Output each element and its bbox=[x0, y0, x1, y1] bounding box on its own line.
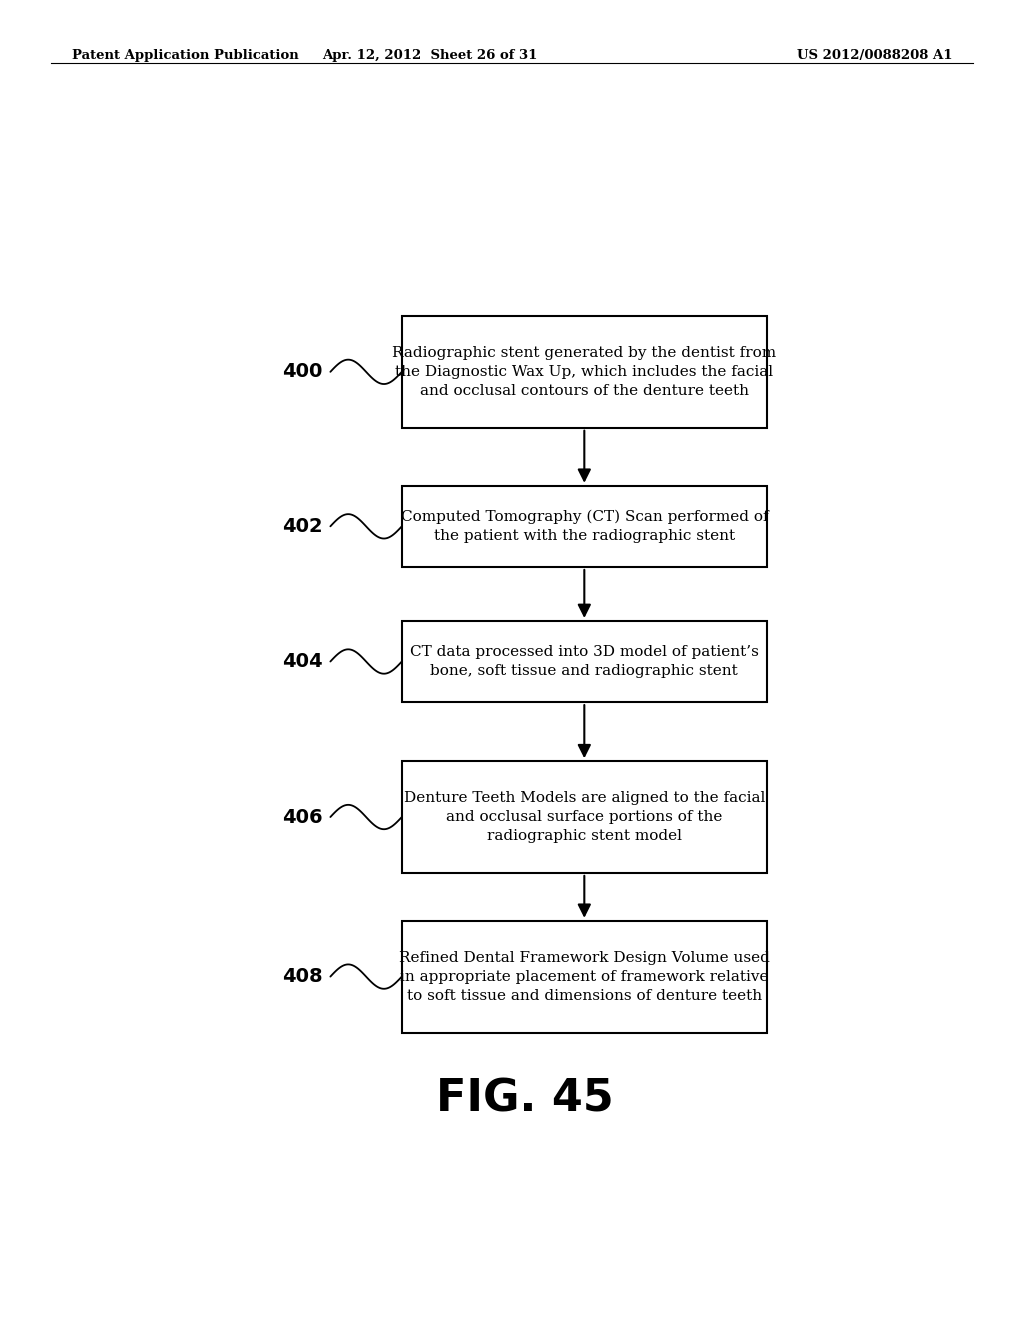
Text: Patent Application Publication: Patent Application Publication bbox=[72, 49, 298, 62]
Text: Refined Dental Framework Design Volume used
in appropriate placement of framewor: Refined Dental Framework Design Volume u… bbox=[399, 950, 770, 1003]
FancyBboxPatch shape bbox=[401, 315, 767, 428]
Text: 404: 404 bbox=[282, 652, 323, 671]
FancyBboxPatch shape bbox=[401, 762, 767, 873]
FancyBboxPatch shape bbox=[401, 620, 767, 702]
Text: 400: 400 bbox=[282, 363, 323, 381]
Text: Radiographic stent generated by the dentist from
the Diagnostic Wax Up, which in: Radiographic stent generated by the dent… bbox=[392, 346, 776, 397]
FancyBboxPatch shape bbox=[401, 921, 767, 1032]
Text: US 2012/0088208 A1: US 2012/0088208 A1 bbox=[797, 49, 952, 62]
Text: Denture Teeth Models are aligned to the facial
and occlusal surface portions of : Denture Teeth Models are aligned to the … bbox=[403, 791, 765, 843]
Text: Apr. 12, 2012  Sheet 26 of 31: Apr. 12, 2012 Sheet 26 of 31 bbox=[323, 49, 538, 62]
Text: FIG. 45: FIG. 45 bbox=[436, 1077, 613, 1121]
Text: 402: 402 bbox=[282, 517, 323, 536]
Text: 408: 408 bbox=[282, 968, 323, 986]
Text: 406: 406 bbox=[282, 808, 323, 826]
FancyBboxPatch shape bbox=[401, 486, 767, 568]
Text: Computed Tomography (CT) Scan performed of
the patient with the radiographic ste: Computed Tomography (CT) Scan performed … bbox=[400, 510, 768, 543]
Text: CT data processed into 3D model of patient’s
bone, soft tissue and radiographic : CT data processed into 3D model of patie… bbox=[410, 645, 759, 678]
